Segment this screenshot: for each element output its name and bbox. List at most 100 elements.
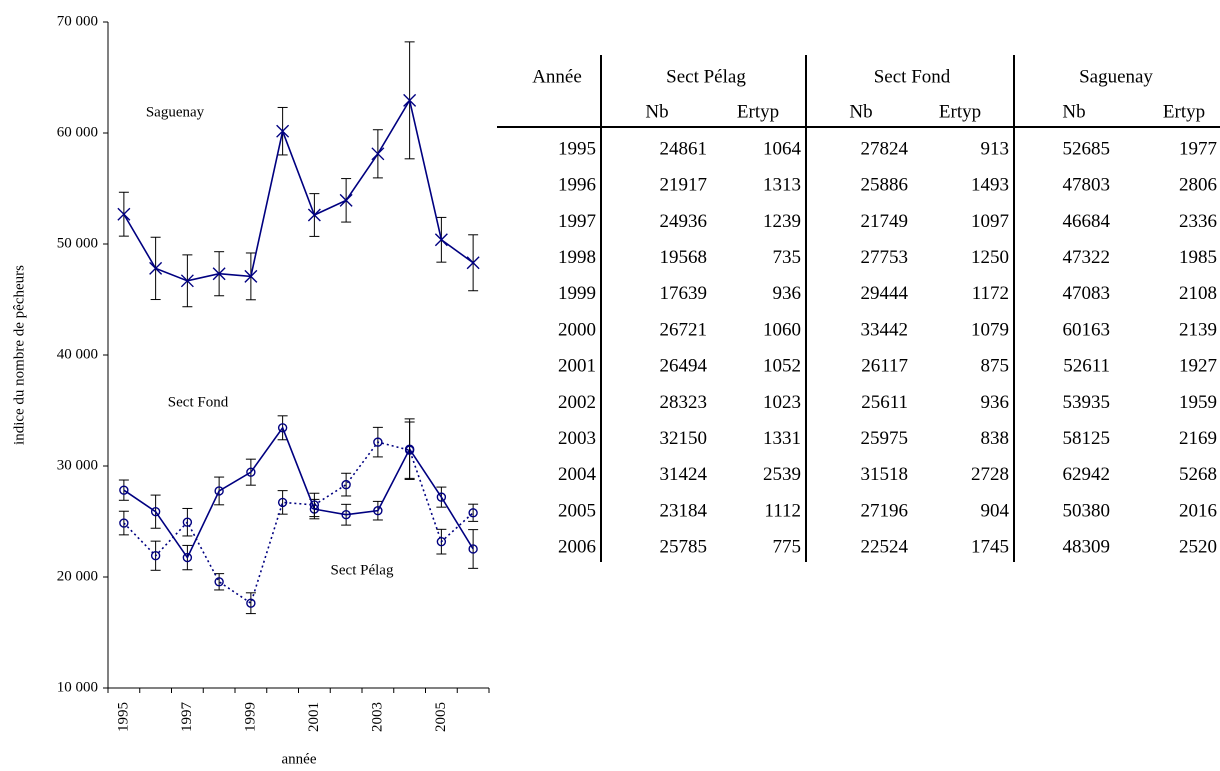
table-cell: 1996 bbox=[558, 175, 596, 196]
table-header: Saguenay bbox=[1079, 66, 1153, 87]
table-cell: 1112 bbox=[764, 500, 801, 521]
table-cell: 1977 bbox=[1179, 138, 1217, 159]
table-cell: 875 bbox=[981, 356, 1010, 377]
table-cell: 26721 bbox=[660, 319, 708, 340]
table-cell: 2520 bbox=[1179, 537, 1217, 558]
marker bbox=[214, 577, 224, 587]
marker bbox=[373, 505, 383, 516]
marker bbox=[214, 486, 224, 496]
table-cell: 2006 bbox=[558, 537, 596, 558]
marker bbox=[341, 479, 351, 490]
table-cell: 2003 bbox=[558, 428, 596, 449]
table: Année Sect Pélag Sect Fond Saguenay Nb Ertyp N… bbox=[497, 55, 1220, 562]
y-axis-label: indice du nombre de pêcheurs bbox=[11, 265, 27, 445]
y-tick-label: 10 000 bbox=[57, 679, 98, 695]
table-cell: 1997 bbox=[558, 211, 596, 232]
table-cell: 22524 bbox=[861, 537, 909, 558]
table-cell: 27196 bbox=[861, 500, 909, 521]
table-cell: 25886 bbox=[861, 175, 909, 196]
table-cell: 1060 bbox=[763, 319, 801, 340]
error-bar bbox=[214, 573, 225, 591]
marker bbox=[339, 193, 353, 207]
table-cell: 28323 bbox=[660, 392, 708, 413]
table-cell: 27824 bbox=[861, 138, 909, 159]
table-cell: 27753 bbox=[861, 247, 909, 268]
table-cell: 735 bbox=[773, 247, 802, 268]
table-subheader: Ertyp bbox=[737, 101, 779, 122]
table-cell: 52611 bbox=[1063, 356, 1110, 377]
table-cell: 838 bbox=[981, 428, 1010, 449]
table-subheader: Nb bbox=[645, 101, 668, 122]
table-cell: 32150 bbox=[660, 428, 708, 449]
table-cell: 2016 bbox=[1179, 500, 1217, 521]
marker bbox=[180, 274, 194, 288]
table-cell: 1493 bbox=[971, 175, 1009, 196]
marker bbox=[309, 500, 320, 510]
table-cell: 25611 bbox=[861, 392, 908, 413]
error-bar bbox=[468, 503, 479, 522]
table-cell: 1023 bbox=[763, 392, 801, 413]
table-cell: 2005 bbox=[558, 500, 596, 521]
table-cell: 2336 bbox=[1179, 211, 1217, 232]
table-cell: 58125 bbox=[1063, 428, 1111, 449]
marker bbox=[182, 552, 193, 563]
table-cell: 904 bbox=[981, 500, 1010, 521]
table-cell: 2000 bbox=[558, 319, 596, 340]
table-cell: 2806 bbox=[1179, 175, 1217, 196]
marker bbox=[182, 517, 193, 527]
table-header: Sect Pélag bbox=[666, 66, 746, 87]
table-cell: 21749 bbox=[861, 211, 909, 232]
y-tick-label: 20 000 bbox=[57, 568, 98, 584]
marker bbox=[403, 93, 417, 107]
table-cell: 2728 bbox=[971, 464, 1009, 485]
table-subheader: Ertyp bbox=[939, 101, 981, 122]
table-cell: 1097 bbox=[971, 211, 1009, 232]
table-cell: 1959 bbox=[1179, 392, 1217, 413]
series-line bbox=[123, 426, 474, 560]
table-subheader: Nb bbox=[1062, 101, 1085, 122]
table-cell: 19568 bbox=[660, 247, 708, 268]
table-cell: 25975 bbox=[861, 428, 909, 449]
marker bbox=[434, 233, 448, 247]
table-cell: 23184 bbox=[660, 500, 708, 521]
x-tick-label: 1999 bbox=[242, 702, 258, 732]
table-header: Année bbox=[532, 66, 582, 87]
y-tick-label: 70 000 bbox=[57, 13, 98, 29]
y-tick-label: 40 000 bbox=[57, 346, 98, 362]
table-cell: 1745 bbox=[971, 537, 1009, 558]
table-cell: 47803 bbox=[1063, 175, 1111, 196]
x-tick-label: 2003 bbox=[369, 702, 385, 732]
table-cell: 2002 bbox=[558, 392, 596, 413]
table-cell: 48309 bbox=[1063, 537, 1111, 558]
series-label: Sect Pélag bbox=[331, 562, 394, 578]
table-cell: 1985 bbox=[1179, 247, 1217, 268]
marker bbox=[341, 510, 351, 520]
marker bbox=[212, 267, 226, 281]
table-cell: 31518 bbox=[861, 464, 909, 485]
table-subheader: Nb bbox=[849, 101, 872, 122]
x-tick-label: 2001 bbox=[306, 702, 322, 732]
marker bbox=[150, 551, 161, 561]
table-cell: 1998 bbox=[558, 247, 596, 268]
marker bbox=[436, 536, 447, 547]
table-cell: 1250 bbox=[971, 247, 1009, 268]
error-bar bbox=[341, 472, 352, 497]
marker bbox=[466, 256, 480, 270]
table-cell: 52685 bbox=[1063, 138, 1111, 159]
table-cell: 62942 bbox=[1063, 464, 1111, 485]
table-cell: 5268 bbox=[1179, 464, 1217, 485]
table-cell: 913 bbox=[981, 138, 1010, 159]
table-cell: 33442 bbox=[861, 319, 909, 340]
table-cell: 1052 bbox=[763, 356, 801, 377]
table-header: Sect Fond bbox=[874, 66, 951, 87]
x-axis-label: année bbox=[282, 751, 317, 767]
x-tick-label: 2005 bbox=[433, 702, 449, 732]
table-cell: 46684 bbox=[1063, 211, 1111, 232]
table-cell: 47322 bbox=[1063, 247, 1111, 268]
marker bbox=[436, 492, 447, 502]
marker bbox=[119, 518, 129, 528]
marker bbox=[373, 437, 383, 447]
table-cell: 1079 bbox=[971, 319, 1009, 340]
table-cell: 2139 bbox=[1179, 319, 1217, 340]
table-cell: 26117 bbox=[861, 356, 908, 377]
